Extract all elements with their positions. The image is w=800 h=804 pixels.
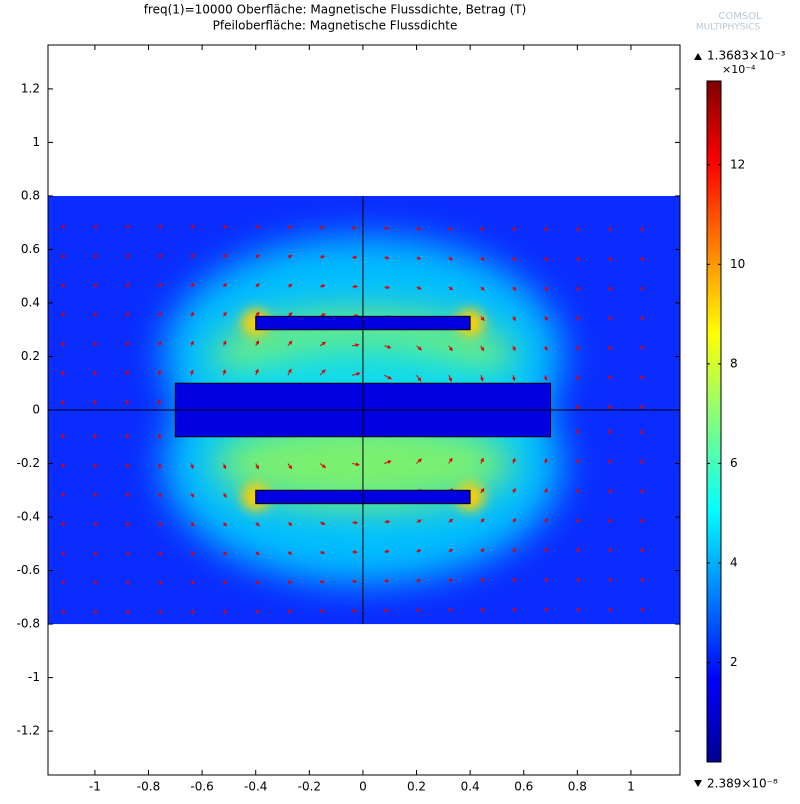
colorbar-tick-label: 8 xyxy=(730,356,738,370)
arrow xyxy=(352,522,357,523)
y-tick-label: 0.6 xyxy=(21,242,40,256)
x-tick-label: 0.8 xyxy=(568,780,587,794)
max-marker xyxy=(694,53,702,60)
arrow xyxy=(159,434,160,439)
x-tick-label: 1 xyxy=(627,780,635,794)
arrow xyxy=(610,430,611,434)
y-tick-label: 0.4 xyxy=(21,295,40,309)
arrow xyxy=(127,371,128,375)
x-tick-label: 0.2 xyxy=(407,780,426,794)
y-tick-label: 1.2 xyxy=(21,81,40,95)
x-tick-label: 0.4 xyxy=(461,780,480,794)
arrow xyxy=(384,257,388,258)
logo: COMSOL xyxy=(718,11,762,22)
colorbar xyxy=(707,81,721,762)
colorbar-max-label: 1.3683×10⁻³ xyxy=(707,49,786,63)
y-tick-label: 0.2 xyxy=(21,349,40,363)
x-tick-label: -0.4 xyxy=(244,780,267,794)
colorbar-tick-label: 2 xyxy=(730,655,738,669)
arrow xyxy=(63,464,64,468)
logo: MULTIPHYSICS xyxy=(696,23,761,33)
arrow xyxy=(577,430,578,434)
y-tick-label: 0.8 xyxy=(21,188,40,202)
colorbar-tick-label: 4 xyxy=(730,555,738,569)
y-tick-label: -0.8 xyxy=(17,617,40,631)
colorbar-multiplier: ×10⁻⁴ xyxy=(722,63,756,76)
y-tick-label: -0.6 xyxy=(17,563,40,577)
arrow xyxy=(384,228,388,229)
y-tick-label: -1.2 xyxy=(17,724,40,738)
colorbar-tick-label: 12 xyxy=(730,157,745,171)
colorbar-tick-label: 10 xyxy=(730,257,745,271)
y-tick-label: -0.2 xyxy=(17,456,40,470)
colorbar-min-label: 2.389×10⁻⁸ xyxy=(707,777,778,791)
y-tick-label: 1 xyxy=(32,135,40,149)
arrow xyxy=(610,375,611,379)
x-tick-label: -1 xyxy=(89,780,101,794)
arrow xyxy=(384,581,388,582)
x-tick-label: -0.2 xyxy=(298,780,321,794)
chart-subtitle: Pfeiloberfläche: Magnetische Flussdichte xyxy=(213,19,458,33)
arrow xyxy=(127,434,128,438)
x-tick-label: 0.6 xyxy=(514,780,533,794)
x-tick-label: -0.8 xyxy=(137,780,160,794)
chart-title: freq(1)=10000 Oberfläche: Magnetische Fl… xyxy=(144,3,527,17)
x-tick-label: 0 xyxy=(359,780,367,794)
min-marker xyxy=(694,780,702,787)
y-tick-label: -1 xyxy=(28,670,40,684)
arrow xyxy=(95,371,96,375)
y-tick-label: -0.4 xyxy=(17,510,40,524)
x-tick-label: -0.6 xyxy=(190,780,213,794)
field xyxy=(48,196,680,624)
arrow xyxy=(642,375,643,379)
colorbar-tick-label: 6 xyxy=(730,456,738,470)
y-tick-label: 0 xyxy=(32,403,40,417)
